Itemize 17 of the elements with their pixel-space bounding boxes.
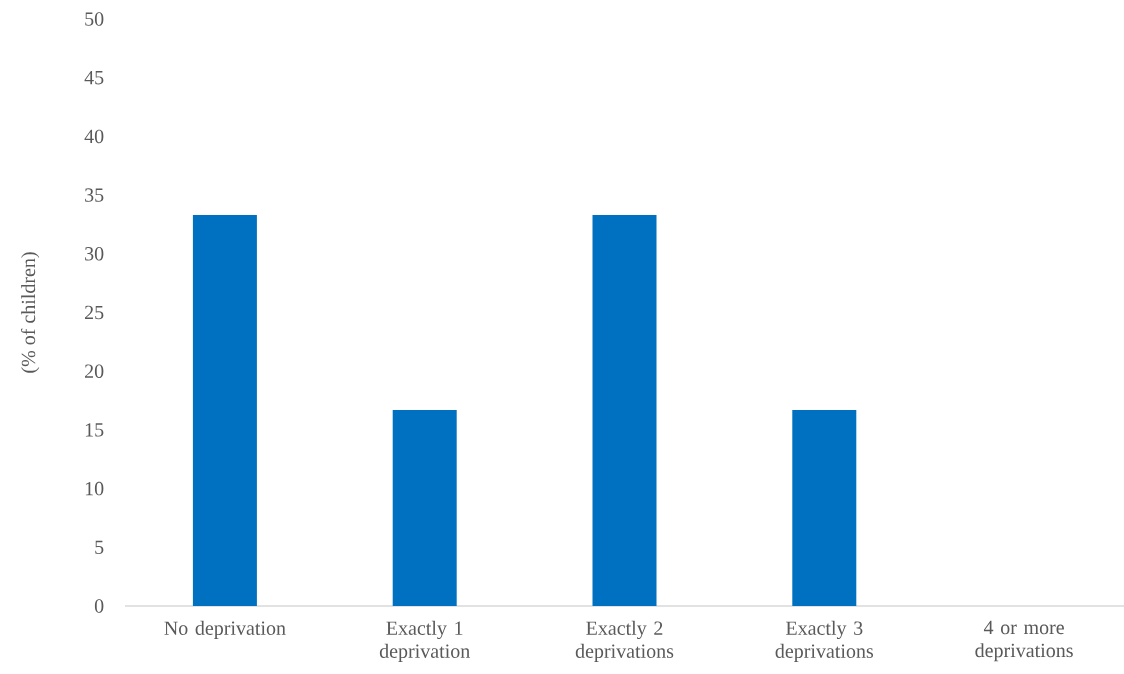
y-axis-title: (% of children) bbox=[20, 252, 40, 373]
y-tick-label: 50 bbox=[85, 12, 104, 26]
x-tick-label: Exactly 2 deprivations bbox=[575, 620, 674, 663]
y-tick-label: 20 bbox=[85, 364, 104, 378]
y-tick-label: 40 bbox=[84, 129, 104, 144]
y-tick-label: 30 bbox=[85, 247, 104, 261]
y-tick-label: 45 bbox=[84, 71, 104, 85]
y-tick-label: 5 bbox=[95, 540, 104, 554]
x-tick-label: 4 or more deprivations bbox=[975, 620, 1073, 662]
x-tick-label: Exactly 3 deprivations bbox=[775, 620, 874, 663]
x-tick-label: No deprivation bbox=[164, 620, 286, 640]
y-tick-label: 35 bbox=[85, 188, 104, 202]
x-tick-label: Exactly 1 deprivation bbox=[379, 620, 470, 663]
y-tick-label: 25 bbox=[85, 305, 104, 320]
y-tick-label: 0 bbox=[94, 599, 104, 613]
y-tick-label: 15 bbox=[85, 423, 104, 437]
y-tick-label: 10 bbox=[85, 481, 104, 496]
